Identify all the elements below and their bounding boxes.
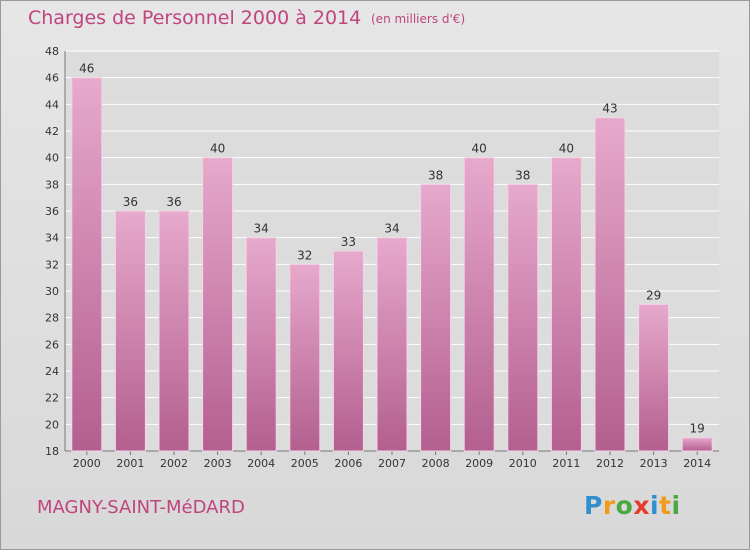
bar-2008 xyxy=(420,183,452,452)
chart-title: Charges de Personnel 2000 à 2014 xyxy=(28,7,362,29)
y-tick-label: 44 xyxy=(45,98,59,111)
bar-2012 xyxy=(594,117,626,452)
bar-value-label: 36 xyxy=(123,195,138,209)
logo-letter: x xyxy=(633,491,650,520)
bar-value-label: 29 xyxy=(646,288,661,302)
bar-2004 xyxy=(245,237,277,452)
y-tick-label: 24 xyxy=(45,365,59,378)
bar-value-label: 40 xyxy=(210,142,225,156)
x-tick-label: 2003 xyxy=(204,457,232,470)
logo-letter: i xyxy=(671,491,681,520)
bar-value-label: 38 xyxy=(428,168,443,182)
bar-2006 xyxy=(332,250,364,452)
y-tick-label: 42 xyxy=(45,125,59,138)
bar-value-label: 40 xyxy=(472,142,487,156)
y-tick-label: 30 xyxy=(45,285,59,298)
logo-letter: o xyxy=(615,491,634,520)
bar-value-label: 32 xyxy=(297,248,312,262)
x-tick-label: 2009 xyxy=(465,457,493,470)
bar-2003 xyxy=(202,157,234,452)
bar-2000 xyxy=(71,77,103,452)
y-tick-label: 22 xyxy=(45,392,59,405)
x-tick-label: 2006 xyxy=(334,457,362,470)
place-name: MAGNY-SAINT-MéDARD xyxy=(37,497,245,518)
bar-value-label: 43 xyxy=(602,102,617,116)
x-tick-label: 2000 xyxy=(73,457,101,470)
logo-letter: i xyxy=(650,491,660,520)
x-tick-label: 2010 xyxy=(509,457,537,470)
y-tick-label: 46 xyxy=(45,72,59,85)
y-tick-label: 28 xyxy=(45,312,59,325)
bar-2011 xyxy=(550,157,582,452)
y-tick-label: 40 xyxy=(45,152,59,165)
x-tick-label: 2004 xyxy=(247,457,275,470)
chart-subtitle: (en milliers d'€) xyxy=(371,12,466,26)
y-tick-label: 18 xyxy=(45,445,59,458)
x-tick-label: 2012 xyxy=(596,457,624,470)
bar-2005 xyxy=(289,263,321,452)
logo-letter: P xyxy=(584,491,603,520)
bar-value-label: 34 xyxy=(384,222,399,236)
bar-value-label: 36 xyxy=(166,195,181,209)
x-tick-label: 2014 xyxy=(683,457,711,470)
x-tick-label: 2008 xyxy=(422,457,450,470)
y-tick-label: 26 xyxy=(45,338,59,351)
bar-2014 xyxy=(681,437,713,452)
bar-2009 xyxy=(463,157,495,452)
bar-2001 xyxy=(114,210,146,452)
x-tick-label: 2002 xyxy=(160,457,188,470)
x-tick-label: 2007 xyxy=(378,457,406,470)
bar-value-label: 33 xyxy=(341,235,356,249)
bar-2007 xyxy=(376,237,408,452)
x-tick-label: 2005 xyxy=(291,457,319,470)
bar-value-label: 46 xyxy=(79,62,94,76)
x-tick-label: 2013 xyxy=(640,457,668,470)
logo-letter: t xyxy=(659,491,672,520)
y-tick-label: 34 xyxy=(45,232,59,245)
bar-value-label: 19 xyxy=(690,422,705,436)
proxiti-logo: Proxiti xyxy=(584,491,681,520)
y-tick-label: 48 xyxy=(45,45,59,58)
bar-2002 xyxy=(158,210,190,452)
bar-2013 xyxy=(638,303,670,452)
x-tick-label: 2001 xyxy=(116,457,144,470)
bar-value-label: 34 xyxy=(254,222,269,236)
bar-value-label: 38 xyxy=(515,168,530,182)
y-tick-label: 36 xyxy=(45,205,59,218)
logo-letter: r xyxy=(602,491,616,520)
x-tick-label: 2011 xyxy=(552,457,580,470)
bar-2010 xyxy=(507,183,539,452)
y-tick-label: 38 xyxy=(45,178,59,191)
y-tick-label: 20 xyxy=(45,418,59,431)
y-tick-label: 32 xyxy=(45,258,59,271)
bar-value-label: 40 xyxy=(559,142,574,156)
